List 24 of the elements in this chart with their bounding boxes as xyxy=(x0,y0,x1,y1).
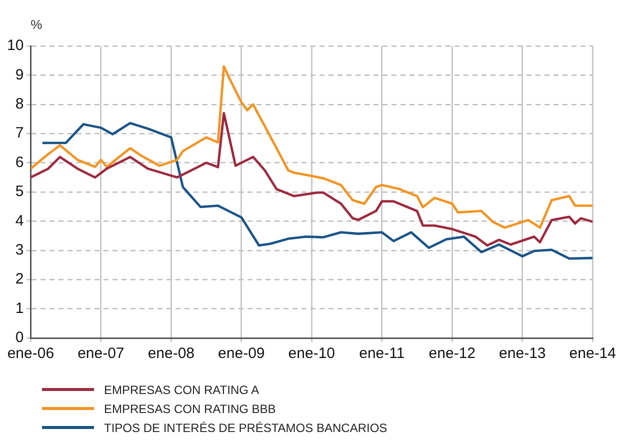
x-tick-label: ene-11 xyxy=(359,345,405,362)
y-tick-label: 10 xyxy=(6,37,24,54)
legend-label: TIPOS DE INTERÉS DE PRÉSTAMOS BANCARIOS xyxy=(104,420,388,434)
y-tick-label: 3 xyxy=(15,242,24,259)
y-tick-label: 1 xyxy=(15,300,24,317)
y-tick-label: 8 xyxy=(15,96,24,113)
y-tick-label: 0 xyxy=(15,329,24,346)
x-tick-label: ene-13 xyxy=(499,345,546,362)
y-tick-label: 2 xyxy=(15,270,24,288)
x-tick-label: ene-08 xyxy=(148,345,195,362)
y-tick-label: 5 xyxy=(15,183,24,200)
legend-label: EMPRESAS CON RATING A xyxy=(104,382,260,396)
x-tick-label: ene-10 xyxy=(288,345,336,362)
x-tick-label: ene-14 xyxy=(569,345,616,362)
x-tick-label: ene-12 xyxy=(428,345,476,362)
x-tick-label: ene-06 xyxy=(7,345,54,362)
y-tick-label: 7 xyxy=(15,124,24,142)
y-tick-label: 9 xyxy=(15,66,24,84)
x-tick-label: ene-07 xyxy=(78,345,124,362)
y-tick-label: 6 xyxy=(15,154,24,171)
x-tick-label: ene-09 xyxy=(218,345,265,362)
y-tick-label: 4 xyxy=(15,212,24,230)
legend-label: EMPRESAS CON RATING BBB xyxy=(104,402,276,416)
y-axis-title: % xyxy=(30,17,43,32)
